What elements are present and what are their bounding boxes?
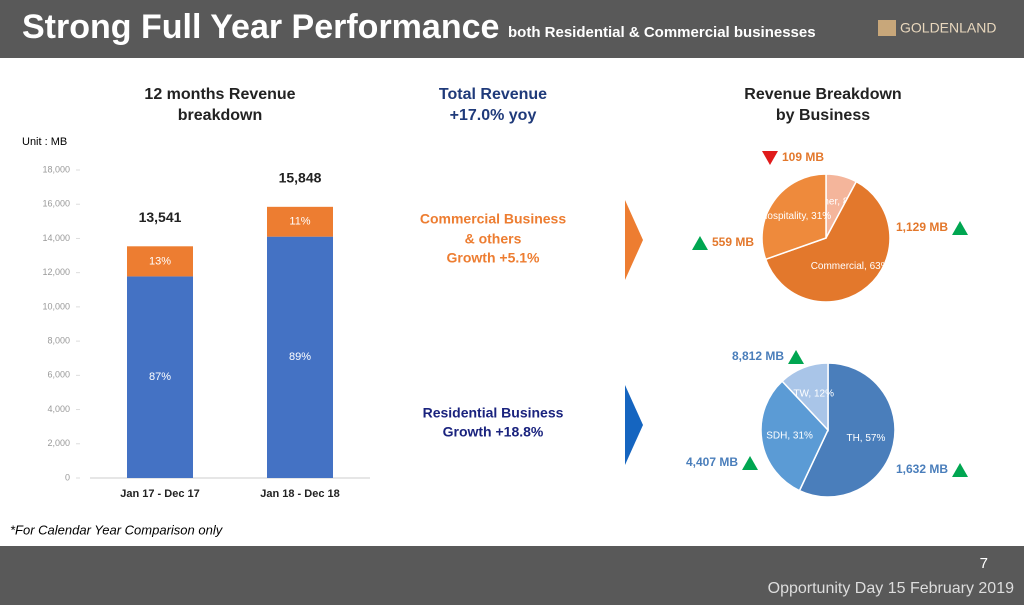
x-tick-label: Jan 17 - Dec 17 bbox=[120, 488, 200, 500]
total-title: Total Revenue bbox=[439, 86, 547, 103]
slice-label: Other, 8% bbox=[813, 197, 858, 208]
footnote: *For Calendar Year Comparison only bbox=[10, 522, 224, 537]
commercial-text: Growth +5.1% bbox=[447, 250, 541, 266]
logo: GOLDENLAND bbox=[900, 20, 996, 36]
bar-segment bbox=[267, 206, 333, 237]
pie-slice bbox=[781, 362, 829, 432]
trend-marker bbox=[952, 221, 969, 235]
chart-title: by Business bbox=[776, 107, 870, 124]
commercial-text: & others bbox=[465, 231, 522, 247]
footer-band bbox=[0, 546, 1024, 605]
trend-marker bbox=[952, 463, 969, 477]
slice-label: TW, 12% bbox=[793, 389, 834, 400]
y-tick-label: 8,000 bbox=[47, 335, 70, 345]
bar-segment bbox=[267, 236, 333, 478]
total-label: 15,848 bbox=[279, 170, 322, 186]
arrow bbox=[625, 200, 643, 280]
slice-label: TH, 57% bbox=[846, 433, 885, 444]
chart-title: Revenue Breakdown bbox=[744, 86, 901, 103]
y-tick-label: 10,000 bbox=[42, 301, 70, 311]
slice-label: SDH, 31% bbox=[766, 431, 813, 442]
y-tick-label: 0 bbox=[65, 472, 70, 482]
pie-slice bbox=[761, 173, 827, 261]
pie-slice bbox=[798, 362, 896, 498]
y-tick-label: 16,000 bbox=[42, 199, 70, 209]
total-growth: +17.0% yoy bbox=[450, 107, 537, 124]
share-label: 13% bbox=[149, 255, 171, 267]
y-tick-label: 12,000 bbox=[42, 267, 70, 277]
bar-segment bbox=[127, 276, 193, 478]
y-tick-label: 2,000 bbox=[47, 438, 70, 448]
amount-label: 8,812 MB bbox=[732, 349, 784, 363]
commercial-text: Commercial Business bbox=[420, 211, 566, 227]
residential-text: Residential Business bbox=[423, 405, 564, 421]
chart-title: breakdown bbox=[178, 107, 262, 124]
share-label: 11% bbox=[289, 216, 310, 228]
chart-title: 12 months Revenue bbox=[144, 86, 295, 103]
y-tick-label: 18,000 bbox=[42, 164, 70, 174]
slide-title: Strong Full Year Performance bbox=[22, 8, 499, 46]
pie-slice bbox=[764, 180, 891, 303]
amount-label: 1,632 MB bbox=[896, 462, 948, 476]
footer-event: Opportunity Day 15 February 2019 bbox=[768, 580, 1014, 597]
trend-marker bbox=[761, 151, 778, 165]
total-label: 13,541 bbox=[139, 209, 182, 225]
pie-slice bbox=[760, 380, 829, 492]
x-tick-label: Jan 18 - Dec 18 bbox=[260, 488, 340, 500]
header-band bbox=[0, 0, 1024, 58]
slide-subtitle: both Residential & Commercial businesses bbox=[508, 24, 816, 41]
trend-marker bbox=[788, 350, 805, 364]
amount-label: 4,407 MB bbox=[686, 455, 738, 469]
y-tick-label: 4,000 bbox=[47, 404, 70, 414]
y-tick-label: 14,000 bbox=[42, 233, 70, 243]
unit-label: Unit : MB bbox=[22, 136, 67, 148]
trend-marker bbox=[691, 236, 708, 250]
trend-marker bbox=[742, 456, 759, 470]
page-number: 7 bbox=[980, 555, 988, 572]
y-tick-label: 6,000 bbox=[47, 370, 70, 380]
logo-icon bbox=[878, 20, 896, 36]
arrow bbox=[625, 385, 643, 465]
amount-label: 109 MB bbox=[782, 150, 824, 164]
amount-label: 1,129 MB bbox=[896, 220, 948, 234]
slice-label: Hospitality, 31% bbox=[760, 211, 831, 222]
slice-label: Commercial, 63% bbox=[811, 261, 890, 272]
bar-segment bbox=[127, 246, 193, 277]
amount-label: 559 MB bbox=[712, 235, 754, 249]
residential-text: Growth +18.8% bbox=[443, 424, 544, 440]
share-label: 87% bbox=[149, 371, 171, 383]
share-label: 89% bbox=[289, 351, 311, 363]
